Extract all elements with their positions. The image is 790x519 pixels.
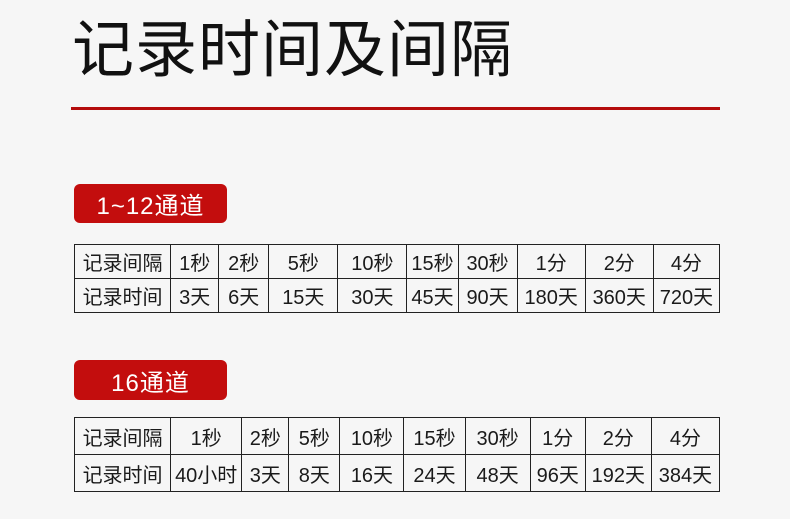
cell-duration: 384天 <box>650 454 721 492</box>
cell-interval: 1分 <box>529 417 586 455</box>
cell-interval: 4分 <box>650 417 721 455</box>
cell-duration: 8天 <box>288 454 341 492</box>
cell-interval: 30秒 <box>457 244 518 279</box>
cell-interval: 2分 <box>584 417 652 455</box>
table-row-interval: 记录间隔 1秒 2秒 5秒 10秒 15秒 30秒 1分 2分 4分 <box>73 417 721 455</box>
cell-duration: 96天 <box>529 454 586 492</box>
page-title: 记录时间及间隔 <box>72 16 514 85</box>
cell-interval: 5秒 <box>288 417 341 455</box>
cell-interval: 1分 <box>516 244 586 279</box>
cell-duration: 720天 <box>652 278 721 313</box>
cell-interval: 1秒 <box>170 244 220 279</box>
cell-interval: 15秒 <box>406 244 459 279</box>
cell-duration: 3天 <box>241 454 290 492</box>
cell-duration: 3天 <box>170 278 220 313</box>
cell-interval: 2分 <box>584 244 654 279</box>
cell-interval: 5秒 <box>268 244 339 279</box>
row-header: 记录间隔 <box>73 417 172 455</box>
cell-interval: 15秒 <box>403 417 466 455</box>
cell-duration: 192天 <box>584 454 652 492</box>
cell-duration: 45天 <box>406 278 459 313</box>
cell-interval: 30秒 <box>464 417 531 455</box>
cell-interval: 1秒 <box>170 417 243 455</box>
row-header: 记录时间 <box>73 278 172 313</box>
cell-interval: 2秒 <box>218 244 270 279</box>
cell-duration: 24天 <box>403 454 466 492</box>
title-underline <box>71 107 720 110</box>
row-header: 记录时间 <box>73 454 172 492</box>
table-row-duration: 记录时间 40小时 3天 8天 16天 24天 48天 96天 192天 384… <box>73 454 721 492</box>
section-badge-channels-16: 16通道 <box>74 360 227 400</box>
cell-interval: 10秒 <box>337 244 408 279</box>
table-row-interval: 记录间隔 1秒 2秒 5秒 10秒 15秒 30秒 1分 2分 4分 <box>73 244 721 279</box>
cell-duration: 40小时 <box>170 454 243 492</box>
cell-duration: 180天 <box>516 278 586 313</box>
cell-duration: 48天 <box>464 454 531 492</box>
cell-duration: 360天 <box>584 278 654 313</box>
cell-interval: 2秒 <box>241 417 290 455</box>
row-header: 记录间隔 <box>73 244 172 279</box>
cell-duration: 6天 <box>218 278 270 313</box>
cell-interval: 4分 <box>652 244 721 279</box>
section-badge-channels-1-12: 1~12通道 <box>74 184 227 223</box>
record-table-channels-16: 记录间隔 1秒 2秒 5秒 10秒 15秒 30秒 1分 2分 4分 记录时间 … <box>73 417 721 492</box>
cell-interval: 10秒 <box>339 417 405 455</box>
record-table-channels-1-12: 记录间隔 1秒 2秒 5秒 10秒 15秒 30秒 1分 2分 4分 记录时间 … <box>73 244 721 313</box>
table-row-duration: 记录时间 3天 6天 15天 30天 45天 90天 180天 360天 720… <box>73 278 721 313</box>
cell-duration: 30天 <box>337 278 408 313</box>
cell-duration: 90天 <box>457 278 518 313</box>
cell-duration: 16天 <box>339 454 405 492</box>
cell-duration: 15天 <box>268 278 339 313</box>
